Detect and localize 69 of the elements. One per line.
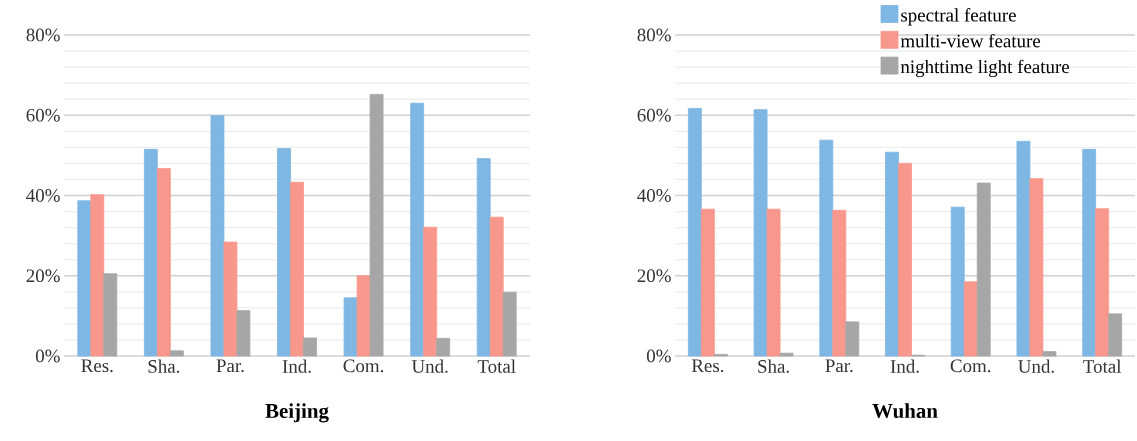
bar [90, 194, 105, 357]
bar [410, 102, 425, 357]
legend-label: multi-view feature [900, 33, 1041, 48]
bar [476, 158, 491, 357]
text: Wuhan [872, 403, 938, 419]
x-tick-label: Und. [1018, 359, 1054, 373]
x-tick-label: Und. [411, 359, 448, 373]
bar [950, 206, 965, 357]
bar [502, 291, 517, 357]
y-tick-label: 60% [637, 108, 671, 122]
bar [1016, 140, 1031, 357]
y-tick-label: 20% [637, 269, 671, 283]
bar [303, 337, 317, 357]
bar [898, 163, 912, 357]
bar [369, 93, 384, 357]
bar [1029, 178, 1044, 357]
x-tick-label: Total [1083, 359, 1122, 373]
x-tick-label: Com. [343, 359, 384, 373]
bar [236, 310, 251, 357]
bar [143, 148, 158, 357]
x-tick-label: Res. [691, 359, 724, 373]
bar [753, 109, 768, 357]
x-tick-label: Par. [825, 359, 853, 373]
bar [169, 350, 184, 357]
x-tick-label: Par. [216, 359, 244, 373]
y-tick-label: 20% [26, 269, 60, 283]
text: Beijing [265, 403, 329, 423]
bar [1108, 313, 1123, 357]
y-tick-label: 60% [26, 108, 60, 122]
x-tick-label: Com. [950, 359, 991, 373]
bar [210, 115, 225, 357]
bar [343, 297, 358, 357]
bar [77, 200, 92, 357]
y-tick-label: 80% [26, 28, 60, 42]
bar [766, 208, 781, 357]
bar [290, 181, 304, 357]
bar [1095, 208, 1110, 357]
bar [436, 337, 451, 357]
bar [356, 275, 371, 357]
bar [423, 226, 438, 357]
x-tick-label: Res. [81, 359, 113, 373]
x-tick-label: Sha. [758, 359, 789, 373]
bar [779, 352, 794, 357]
bar [1042, 351, 1057, 357]
bar [976, 182, 991, 357]
y-tick-label: 40% [26, 189, 60, 202]
x-tick-label: Ind. [282, 359, 311, 373]
bar [845, 321, 860, 357]
bar [885, 151, 899, 357]
y-tick-label: 40% [637, 189, 671, 202]
bar [963, 281, 978, 357]
legend-label: spectral feature [901, 8, 1016, 26]
legend-label: nighttime light feature [900, 59, 1070, 78]
x-tick-label: Sha. [148, 359, 180, 373]
y-tick-label: 80% [637, 28, 671, 42]
y-tick-label: 0% [35, 349, 60, 363]
x-tick-label: Total [477, 359, 516, 373]
x-tick-label: Ind. [890, 359, 919, 373]
bar [103, 273, 118, 357]
bar [223, 241, 238, 357]
bar [489, 216, 504, 357]
bar [687, 108, 702, 357]
y-tick-label: 0% [646, 349, 671, 363]
bar [832, 209, 847, 357]
bar [819, 139, 834, 357]
bar [700, 208, 715, 357]
bar [277, 148, 291, 357]
bar [1082, 148, 1097, 357]
bar [156, 168, 171, 357]
